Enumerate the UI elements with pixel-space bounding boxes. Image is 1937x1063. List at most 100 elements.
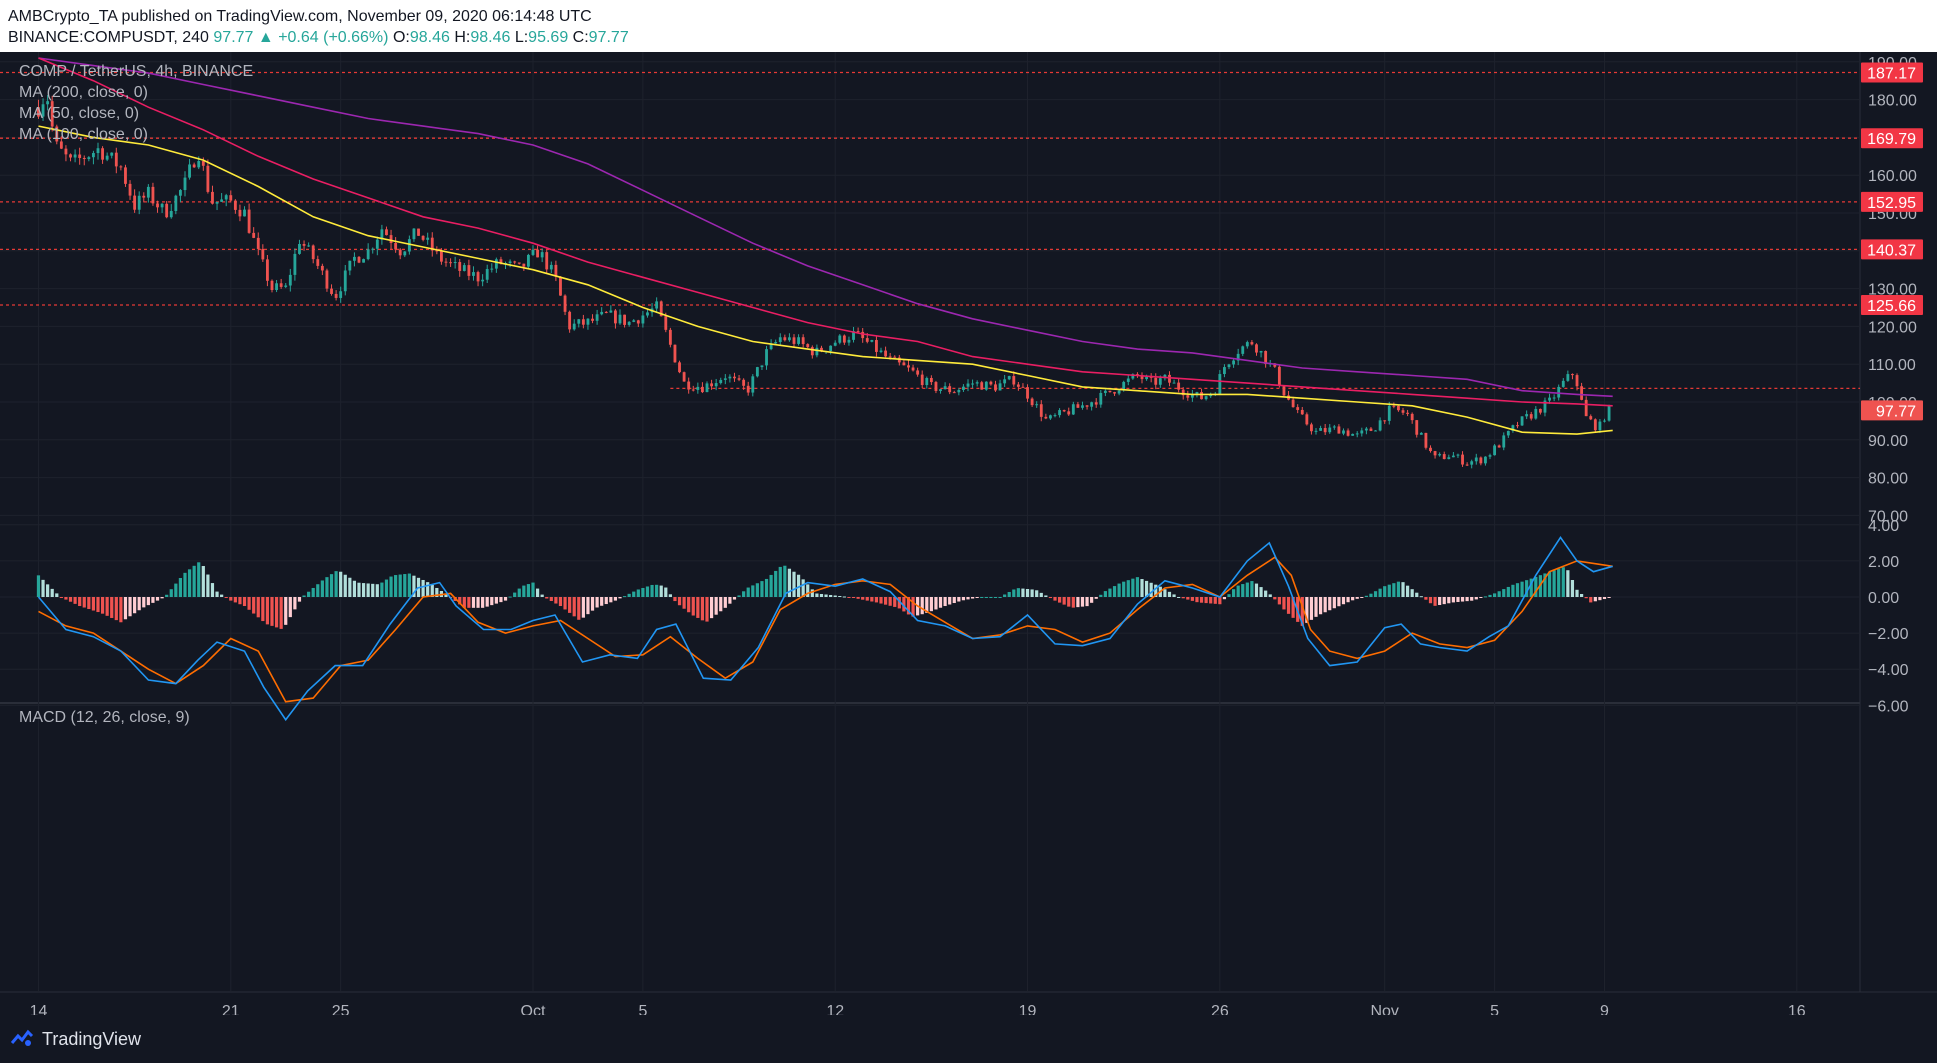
macd-hist-bar (1236, 585, 1240, 597)
macd-hist-bar (1502, 589, 1506, 597)
candle-body (815, 347, 819, 356)
macd-hist-bar (1392, 583, 1396, 597)
candle-body (334, 293, 338, 298)
candle-body (943, 386, 947, 390)
macd-hist-bar (1451, 597, 1455, 603)
candle-body (572, 323, 576, 330)
candle-body (1012, 376, 1016, 385)
candle-body (682, 372, 686, 382)
candle-body (911, 367, 915, 371)
legend-ma100[interactable]: MA (100, close, 0) (19, 126, 148, 143)
price-tick-label: 110.00 (1868, 357, 1916, 374)
macd-hist-bar (178, 578, 183, 597)
level-price-tag: 140.37 (1867, 242, 1916, 259)
macd-hist-bar (622, 596, 627, 598)
candle-body (1039, 404, 1043, 417)
candle-body (668, 329, 672, 345)
macd-hist-bar (1433, 597, 1437, 606)
macd-hist-bar (279, 597, 283, 629)
macd-lines (37, 535, 1613, 722)
candle-body (146, 186, 150, 198)
legend-macd[interactable]: MACD (12, 26, close, 9) (19, 709, 190, 726)
candle-body (1598, 421, 1602, 431)
candle-body (1021, 386, 1025, 388)
macd-hist-bar (641, 587, 645, 597)
candle-body (1461, 454, 1464, 465)
candle-body (137, 195, 141, 210)
candle-body (1067, 411, 1071, 415)
candle-body (462, 265, 466, 271)
macd-hist-bar (348, 577, 352, 597)
macd-hist-bar (1259, 587, 1263, 597)
macd-hist-bar (911, 597, 915, 617)
tradingview-logo-icon[interactable] (10, 1027, 34, 1051)
macd-hist-bar (879, 597, 883, 604)
macd-hist-bar (604, 597, 608, 605)
macd-tick-label: −2.00 (1868, 626, 1909, 643)
level-price-tag-bg (1861, 191, 1923, 212)
macd-hist-bar (142, 597, 146, 608)
candle-body (604, 311, 608, 313)
macd-hist-bar (920, 597, 924, 615)
candle-body (1516, 425, 1519, 427)
macd-hist-bar (961, 597, 966, 601)
time-tick-label: Oct (521, 1003, 546, 1015)
candle-body (591, 318, 594, 321)
level-price-tag-bg (1861, 295, 1923, 316)
candle-body (1305, 414, 1309, 425)
macd-hist-bar (329, 574, 334, 597)
candle-body (444, 261, 448, 263)
footer-brand[interactable]: TradingView (42, 1029, 142, 1049)
candle-body (1415, 420, 1419, 435)
macd-hist-bar (485, 597, 489, 607)
candle-body (710, 383, 713, 387)
macd-line (37, 535, 1613, 722)
macd-tick-label: 4.00 (1868, 518, 1899, 535)
legend-ma200[interactable]: MA (200, close, 0) (19, 84, 148, 101)
macd-hist-bar (664, 587, 668, 597)
macd-hist-bar (751, 585, 755, 597)
candle-body (778, 337, 782, 343)
candle-body (220, 199, 224, 202)
candle-body (623, 314, 626, 325)
candle-body (261, 248, 265, 260)
macd-hist-bar (1163, 589, 1167, 597)
candle-body (1580, 386, 1584, 400)
macd-hist-bar (187, 569, 192, 597)
candle-body (1401, 410, 1405, 413)
macd-hist-bar (73, 597, 77, 604)
publish-header: AMBCrypto_TA published on TradingView.co… (0, 0, 1937, 52)
macd-hist-bar (123, 597, 128, 620)
macd-hist-bar (1099, 594, 1103, 597)
macd-hist-bar (91, 597, 96, 611)
candle-body (1277, 366, 1281, 386)
candle-body (783, 337, 787, 341)
candle-body (101, 148, 104, 160)
macd-hist-bar (1108, 588, 1112, 597)
macd-hist-bar (1589, 597, 1593, 603)
candle-body (1071, 404, 1075, 415)
candle-body (494, 259, 498, 269)
macd-hist-bar (517, 588, 521, 597)
candle-body (1328, 427, 1332, 433)
legend-ma50[interactable]: MA (50, close, 0) (19, 105, 139, 122)
chart-canvas[interactable]: 70.0080.0090.00100.00110.00120.00130.001… (0, 52, 1937, 1015)
candle-body (1245, 342, 1249, 347)
macd-hist-bar (357, 582, 361, 597)
candle-body (307, 245, 311, 247)
candle-body (1062, 410, 1066, 412)
open-label: O: (392, 29, 410, 46)
candle-body (581, 319, 585, 325)
macd-hist-bar (572, 597, 576, 617)
macd-hist-bar (1186, 597, 1190, 600)
macd-hist-bar (183, 572, 187, 597)
candle-body (975, 382, 979, 384)
candle-body (884, 350, 888, 357)
macd-hist-bar (1346, 597, 1350, 603)
macd-tick-label: −4.00 (1868, 662, 1909, 679)
candle-body (1186, 395, 1190, 398)
candle-body (829, 345, 833, 352)
last-price-tag: 97.77 (1876, 403, 1916, 420)
macd-hist-bar (851, 597, 856, 598)
candle-body (989, 381, 993, 385)
